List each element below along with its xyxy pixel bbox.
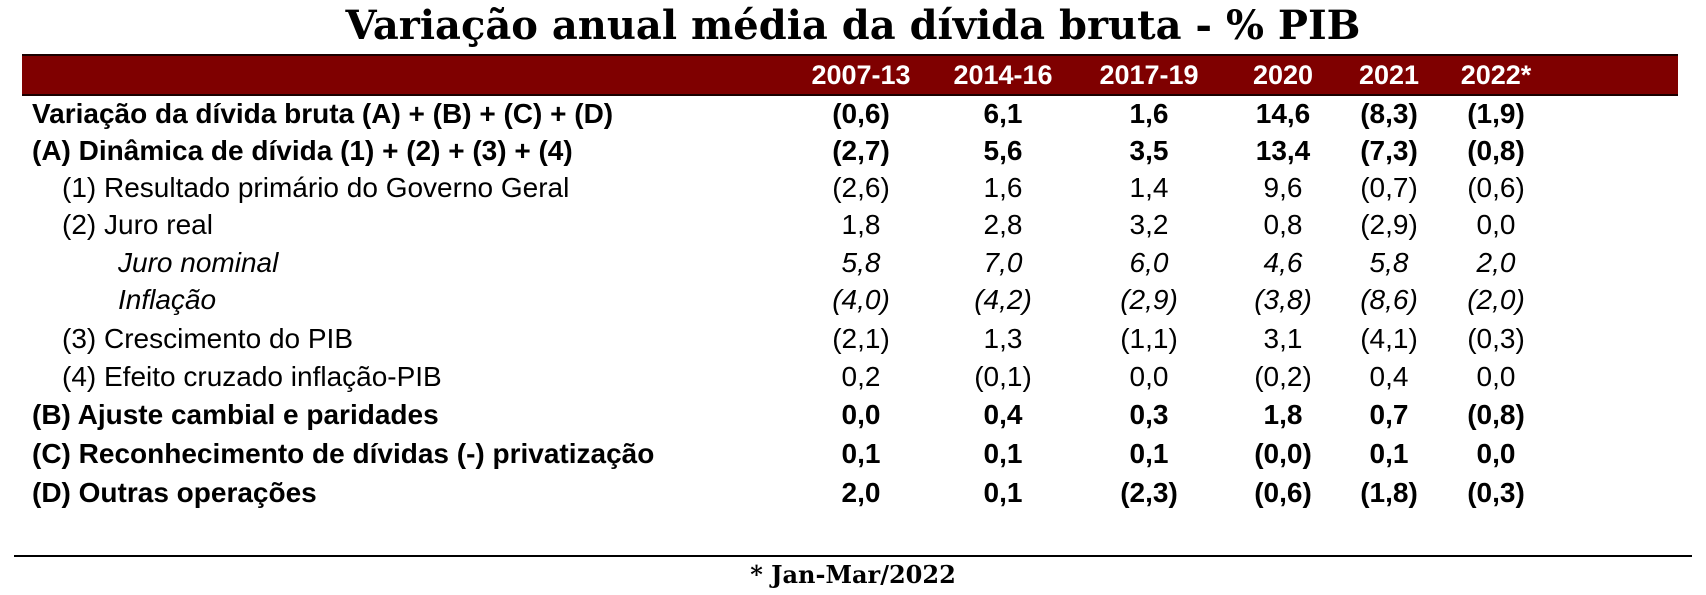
table-cell: 6,1 (983, 98, 1023, 129)
table-row-cross-effect: (4) Efeito cruzado inflação-PIB 0,2 (0,1… (0, 358, 1706, 395)
table-cell: 1,6 (1129, 98, 1169, 129)
table-cell: 0,0 (1476, 361, 1516, 392)
table-cell: 0,0 (1476, 209, 1516, 240)
table-row-real-interest: (2) Juro real 1,8 2,8 3,2 0,8 (2,9) 0,0 (0, 206, 1706, 243)
row-label: (1) Resultado primário do Governo Geral (62, 172, 570, 203)
table-cell: 5,8 (1369, 247, 1409, 278)
table-cell: 1,8 (1263, 399, 1303, 430)
header-band (22, 54, 1678, 96)
table-cell: (2,9) (1360, 209, 1418, 240)
table-cell: 5,8 (841, 247, 881, 278)
bottom-divider (14, 555, 1692, 557)
table-cell: 6,0 (1129, 247, 1169, 278)
table-cell: 0,1 (983, 438, 1023, 469)
table-cell: (8,3) (1360, 98, 1418, 129)
table-row-other-operations: (D) Outras operações 2,0 0,1 (2,3) (0,6)… (0, 474, 1706, 511)
table-cell: 2,0 (1476, 247, 1516, 278)
table-cell: 2,8 (983, 209, 1023, 240)
row-label: Juro nominal (118, 247, 279, 278)
table-cell: (1,8) (1360, 477, 1418, 508)
table-cell: (2,1) (832, 323, 890, 354)
table-cell: (0,0) (1254, 438, 1312, 469)
column-header: 2007-13 (811, 60, 911, 90)
table-cell: 3,1 (1263, 323, 1303, 354)
table-cell: 0,2 (841, 361, 881, 392)
table-cell: 0,1 (1369, 438, 1409, 469)
row-label: (2) Juro real (62, 209, 213, 240)
table-cell: (2,9) (1120, 284, 1178, 315)
table-cell: 1,4 (1129, 172, 1169, 203)
table-cell: 0,4 (983, 399, 1023, 430)
table-cell: (7,3) (1360, 135, 1418, 166)
table-cell: 7,0 (983, 247, 1023, 278)
table-cell: (0,6) (832, 98, 890, 129)
table-cell: (2,3) (1120, 477, 1178, 508)
table-cell: 0,0 (841, 399, 881, 430)
table-cell: 5,6 (983, 135, 1023, 166)
table-row-debt-recognition: (C) Reconhecimento de dívidas (-) privat… (0, 435, 1706, 472)
table-cell: (3,8) (1254, 284, 1312, 315)
table-cell: 1,3 (983, 323, 1023, 354)
table-cell: (0,2) (1254, 361, 1312, 392)
table-cell: 0,0 (1476, 438, 1516, 469)
row-label: (B) Ajuste cambial e paridades (32, 399, 439, 430)
table-row-nominal-interest: Juro nominal 5,8 7,0 6,0 4,6 5,8 2,0 (0, 244, 1706, 281)
table-cell: (0,3) (1467, 323, 1525, 354)
table-cell: 3,5 (1129, 135, 1169, 166)
table-cell: (2,7) (832, 135, 890, 166)
table-cell: 0,0 (1129, 361, 1169, 392)
table-cell: (0,6) (1467, 172, 1525, 203)
table-cell: 0,8 (1263, 209, 1303, 240)
table-row-exchange-adjustment: (B) Ajuste cambial e paridades 0,0 0,4 0… (0, 396, 1706, 433)
column-header: 2021 (1358, 60, 1420, 90)
table-cell: 0,7 (1369, 399, 1409, 430)
footnote: * Jan-Mar/2022 (750, 560, 956, 589)
column-header: 2020 (1252, 60, 1314, 90)
table-cell: (0,1) (974, 361, 1032, 392)
table-cell: 1,6 (983, 172, 1023, 203)
table-cell: 14,6 (1255, 98, 1311, 129)
column-header: 2022* (1460, 60, 1532, 90)
table-cell: (0,7) (1360, 172, 1418, 203)
table-cell: 3,2 (1129, 209, 1169, 240)
table-cell: 1,8 (841, 209, 881, 240)
table-row-total-variation: Variação da dívida bruta (A) + (B) + (C)… (0, 95, 1706, 132)
row-label: Inflação (118, 284, 217, 315)
row-label: (4) Efeito cruzado inflação-PIB (62, 361, 442, 392)
table-row-gdp-growth: (3) Crescimento do PIB (2,1) 1,3 (1,1) 3… (0, 320, 1706, 357)
row-label: (D) Outras operações (32, 477, 317, 508)
table-cell: (1,1) (1120, 323, 1178, 354)
table-cell: 0,1 (841, 438, 881, 469)
table-cell: (8,6) (1360, 284, 1418, 315)
table-cell: (4,0) (832, 284, 890, 315)
column-header: 2014-16 (953, 60, 1053, 90)
table-cell: 0,4 (1369, 361, 1409, 392)
row-label: (C) Reconhecimento de dívidas (-) privat… (32, 438, 655, 469)
table-cell: (4,1) (1360, 323, 1418, 354)
row-label: Variação da dívida bruta (A) + (B) + (C)… (32, 98, 614, 129)
table-cell: 2,0 (841, 477, 881, 508)
table-cell: (1,9) (1467, 98, 1525, 129)
table-cell: (0,8) (1467, 399, 1525, 430)
table-cell: (2,0) (1467, 284, 1525, 315)
table-cell: 0,1 (1129, 438, 1169, 469)
table-cell: (0,8) (1467, 135, 1525, 166)
table-row-primary-result: (1) Resultado primário do Governo Geral … (0, 169, 1706, 206)
table-cell: (2,6) (832, 172, 890, 203)
table-cell: 9,6 (1263, 172, 1303, 203)
row-label: (A) Dinâmica de dívida (1) + (2) + (3) +… (32, 135, 573, 166)
table-cell: 0,1 (983, 477, 1023, 508)
table-cell: (4,2) (974, 284, 1032, 315)
column-header: 2017-19 (1099, 60, 1199, 90)
table-cell: (0,6) (1254, 477, 1312, 508)
column-header-row: 2007-13 2014-16 2017-19 2020 2021 2022* (0, 57, 1706, 94)
table-title: Variação anual média da dívida bruta - %… (345, 2, 1361, 49)
table-row-inflation: Inflação (4,0) (4,2) (2,9) (3,8) (8,6) (… (0, 281, 1706, 318)
row-label: (3) Crescimento do PIB (62, 323, 353, 354)
table-cell: 13,4 (1255, 135, 1311, 166)
table-cell: (0,3) (1467, 477, 1525, 508)
table-cell: 4,6 (1263, 247, 1303, 278)
table-row-debt-dynamics: (A) Dinâmica de dívida (1) + (2) + (3) +… (0, 132, 1706, 169)
table-cell: 0,3 (1129, 399, 1169, 430)
